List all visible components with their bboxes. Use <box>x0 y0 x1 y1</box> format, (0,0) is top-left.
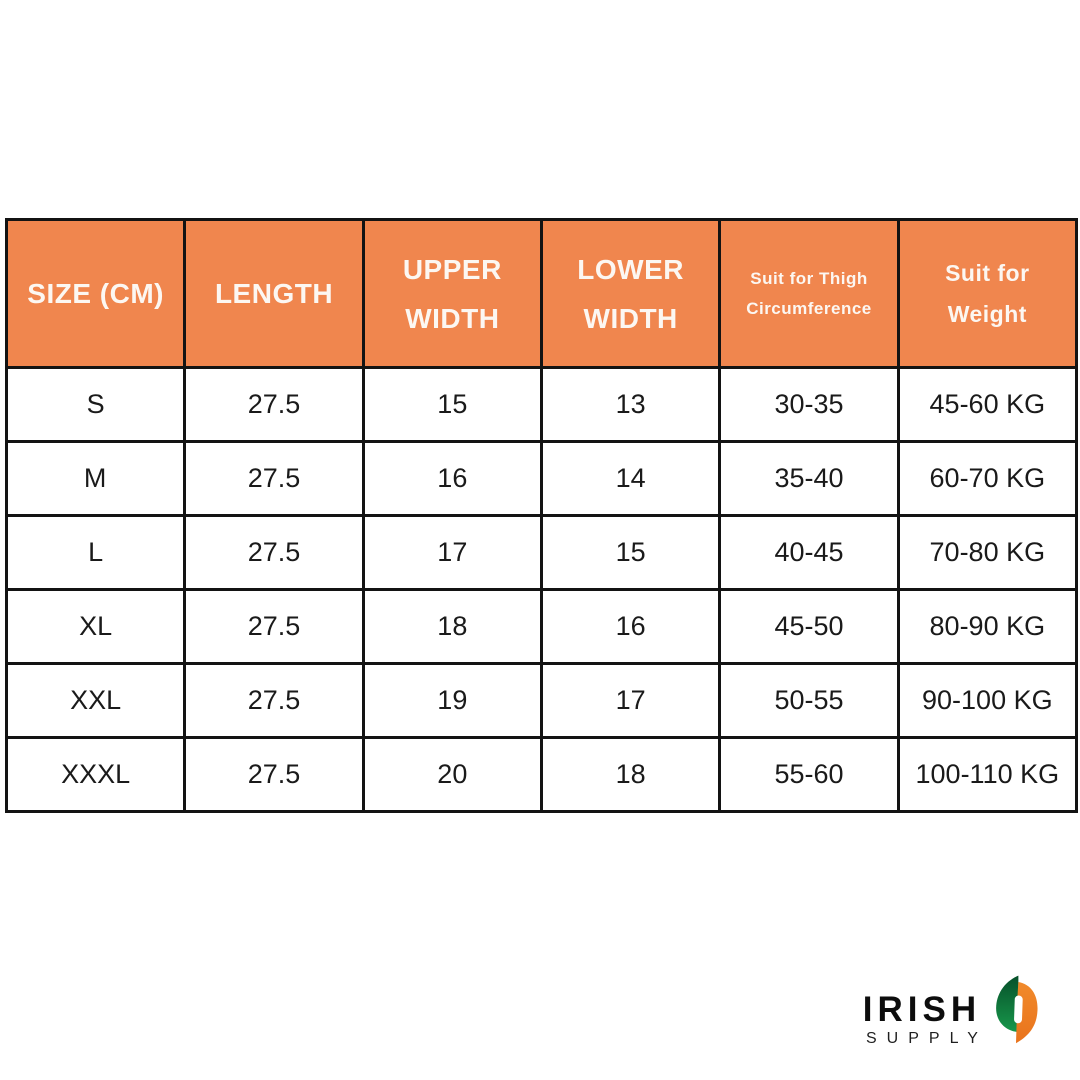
cell-lower-width: 15 <box>539 514 722 591</box>
cell-upper-width: 15 <box>361 366 543 443</box>
cell-upper-width: 20 <box>361 736 543 813</box>
header-size-cm: SIZE (CM) <box>4 218 187 369</box>
cell-length: 27.5 <box>183 440 365 517</box>
irish-supply-logo: IRISH SUPPLY <box>856 974 1042 1047</box>
cell-thigh: 40-45 <box>718 514 900 591</box>
cell-lower-width: 13 <box>539 366 722 443</box>
table-row-s: S 27.5 15 13 30-35 45-60 KG <box>4 366 1079 443</box>
logo-brand-text: IRISH <box>862 990 982 1029</box>
cell-length: 27.5 <box>183 662 365 739</box>
header-length: LENGTH <box>183 218 365 369</box>
header-thigh-circumference: Suit for Thigh Circumference <box>718 218 900 369</box>
logo-text: IRISH SUPPLY <box>856 992 988 1047</box>
cell-weight: 60-70 KG <box>896 440 1079 517</box>
cell-size: L <box>4 514 187 591</box>
cell-lower-width: 17 <box>539 662 722 739</box>
cell-length: 27.5 <box>183 514 365 591</box>
header-lower-width: LOWER WIDTH <box>539 218 722 369</box>
cell-upper-width: 18 <box>361 588 543 665</box>
cell-thigh: 50-55 <box>718 662 900 739</box>
cell-size: XXXL <box>4 736 187 813</box>
size-chart-table: SIZE (CM) LENGTH UPPER WIDTH LOWER WIDTH… <box>4 218 1079 813</box>
cell-lower-width: 14 <box>539 440 722 517</box>
cell-weight: 70-80 KG <box>896 514 1079 591</box>
cell-length: 27.5 <box>183 736 365 813</box>
cell-weight: 100-110 KG <box>896 736 1079 813</box>
cell-size: XL <box>4 588 187 665</box>
table-row-l: L 27.5 17 15 40-45 70-80 KG <box>4 514 1079 591</box>
cell-length: 27.5 <box>183 366 365 443</box>
cell-thigh: 45-50 <box>718 588 900 665</box>
logo-sub-text: SUPPLY <box>866 1030 988 1047</box>
cell-size: S <box>4 366 187 443</box>
cell-thigh: 55-60 <box>718 736 900 813</box>
table-row-xxl: XXL 27.5 19 17 50-55 90-100 KG <box>4 662 1079 739</box>
cell-thigh: 30-35 <box>718 366 900 443</box>
header-suit-for-weight: Suit for Weight <box>896 218 1079 369</box>
cell-upper-width: 16 <box>361 440 543 517</box>
cell-thigh: 35-40 <box>718 440 900 517</box>
cell-size: M <box>4 440 187 517</box>
table-row-m: M 27.5 16 14 35-40 60-70 KG <box>4 440 1079 517</box>
cell-lower-width: 16 <box>539 588 722 665</box>
cell-weight: 45-60 KG <box>896 366 1079 443</box>
cell-weight: 90-100 KG <box>896 662 1079 739</box>
table-row-xl: XL 27.5 18 16 45-50 80-90 KG <box>4 588 1079 665</box>
cell-length: 27.5 <box>183 588 365 665</box>
size-chart-header-row: SIZE (CM) LENGTH UPPER WIDTH LOWER WIDTH… <box>4 218 1079 369</box>
header-upper-width: UPPER WIDTH <box>361 218 543 369</box>
irish-supply-leaf-icon <box>996 975 1038 1044</box>
cell-weight: 80-90 KG <box>896 588 1079 665</box>
table-row-xxxl: XXXL 27.5 20 18 55-60 100-110 KG <box>4 736 1079 813</box>
cell-size: XXL <box>4 662 187 739</box>
cell-upper-width: 17 <box>361 514 543 591</box>
cell-lower-width: 18 <box>539 736 722 813</box>
cell-upper-width: 19 <box>361 662 543 739</box>
